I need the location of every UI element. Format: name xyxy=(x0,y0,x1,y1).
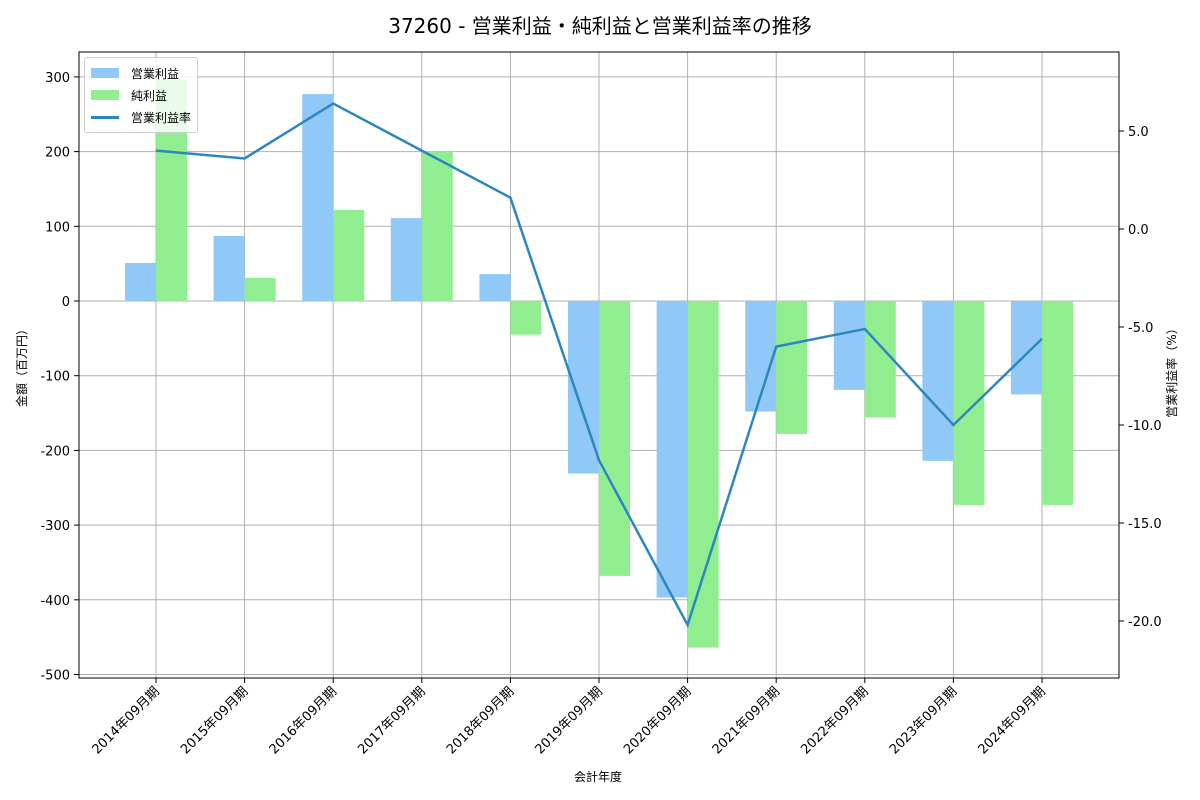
right-tick-label: -15.0 xyxy=(1128,517,1162,532)
right-tick-label: -10.0 xyxy=(1128,419,1162,434)
bar-net-profit xyxy=(1042,301,1073,505)
bar-net-profit xyxy=(244,277,276,301)
left-tick-label: -300 xyxy=(40,519,70,534)
left-tick-label: 100 xyxy=(45,220,70,235)
bar-operating-profit xyxy=(1011,301,1042,395)
right-tick-label: -5.0 xyxy=(1128,321,1153,336)
bar-net-profit xyxy=(510,301,542,335)
left-tick-label: -500 xyxy=(40,669,70,684)
legend-label: 営業利益 xyxy=(131,66,180,81)
line-operating-margin xyxy=(155,102,1043,629)
bar-operating-profit xyxy=(479,274,511,301)
legend-swatch-operating-margin xyxy=(91,115,119,119)
legend-item-operating-profit: 営業利益 xyxy=(91,62,191,84)
legend-item-net-profit: 純利益 xyxy=(91,84,191,106)
right-axis-label: 営業利益率（%） xyxy=(1164,322,1179,417)
right-tick-label: 0.0 xyxy=(1128,223,1149,238)
chart-title: 37260 - 営業利益・純利益と営業利益率の推移 xyxy=(388,14,812,38)
left-tick-label: -200 xyxy=(40,444,70,459)
bar-operating-profit xyxy=(922,301,954,461)
bar-net-profit xyxy=(599,301,630,576)
x-tick-label: 2018年09月期 xyxy=(444,684,517,757)
x-tick-label: 2021年09月期 xyxy=(710,684,783,757)
legend-swatch-net-profit xyxy=(91,90,119,100)
bar-operating-profit xyxy=(833,301,865,390)
legend-swatch-operating-profit xyxy=(91,68,119,78)
bar-net-profit xyxy=(864,301,896,418)
left-tick-label: -100 xyxy=(40,370,70,385)
bar-operating-profit xyxy=(656,301,688,598)
bar-operating-profit xyxy=(390,218,422,301)
left-axis-label: 金額（百万円） xyxy=(14,323,29,407)
right-tick-label: -20.0 xyxy=(1128,615,1162,630)
bar-operating-profit xyxy=(213,236,245,301)
bar-net-profit xyxy=(421,151,453,301)
x-tick-label: 2022年09月期 xyxy=(798,684,871,757)
bar-net-profit xyxy=(776,301,808,434)
bar-net-profit xyxy=(687,301,719,648)
x-tick-label: 2024年09月期 xyxy=(976,684,1049,757)
bar-net-profit xyxy=(953,301,985,505)
x-tick-label: 2023年09月期 xyxy=(887,684,960,757)
legend: 営業利益 純利益 営業利益率 xyxy=(84,57,199,133)
legend-item-operating-margin: 営業利益率 xyxy=(91,106,191,128)
legend-label: 純利益 xyxy=(131,88,168,103)
x-tick-label: 2016年09月期 xyxy=(267,684,340,757)
bar-operating-profit xyxy=(125,262,156,301)
legend-label: 営業利益率 xyxy=(131,110,192,125)
x-tick-label: 2019年09月期 xyxy=(533,684,606,757)
x-tick-label: 2014年09月期 xyxy=(90,684,163,757)
x-tick-label: 2015年09月期 xyxy=(178,684,251,757)
left-tick-label: -400 xyxy=(40,594,70,609)
left-tick-label: 0 xyxy=(62,295,70,310)
bar-net-profit xyxy=(333,209,365,301)
x-tick-label: 2020年09月期 xyxy=(621,684,694,757)
right-tick-label: 5.0 xyxy=(1128,125,1149,140)
left-tick-label: 200 xyxy=(45,146,70,161)
left-tick-label: 300 xyxy=(45,71,70,86)
bar-operating-profit xyxy=(302,94,334,302)
x-axis-label: 会計年度 xyxy=(574,769,622,784)
x-tick-label: 2017年09月期 xyxy=(355,684,428,757)
